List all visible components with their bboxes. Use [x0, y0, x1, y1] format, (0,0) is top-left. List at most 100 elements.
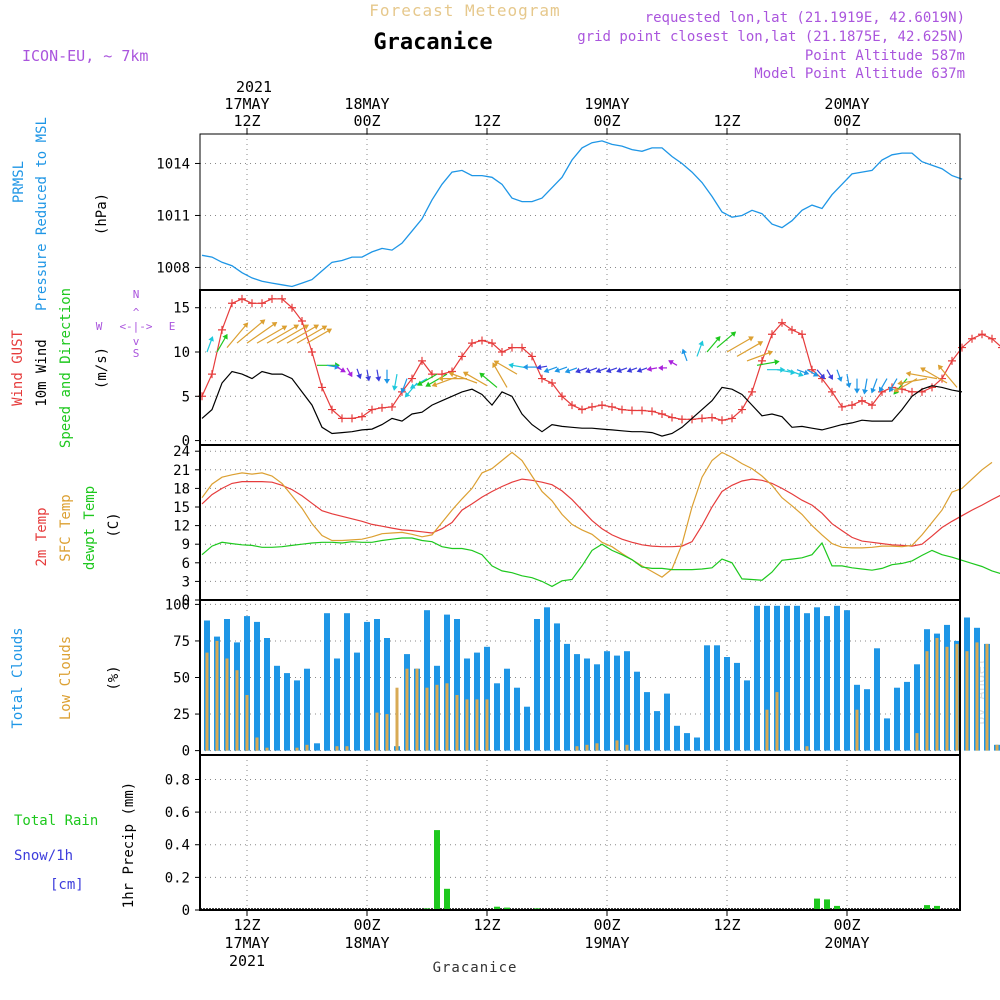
low-cloud-bar [205, 652, 209, 751]
total-cloud-bar [324, 613, 330, 751]
gust-marker [658, 410, 666, 418]
gust-marker [408, 374, 416, 383]
low-cloud-bar [955, 643, 959, 751]
total-cloud-bar [534, 619, 540, 751]
gust-marker [548, 379, 556, 387]
low-cloud-bar [405, 668, 409, 751]
compass-e: E [169, 320, 176, 333]
total-cloud-bar [584, 658, 590, 751]
low-cloud-bar [975, 642, 979, 751]
wind-arrow-head [862, 389, 868, 395]
wind-arrow-head [493, 360, 500, 366]
low-cloud-bar [965, 651, 969, 751]
low-cloud-bar [385, 714, 389, 751]
wind-arrow-head [668, 360, 674, 366]
wind-arrow [306, 328, 332, 344]
compass-rose: N S W E <-|-> ^ v [96, 288, 176, 360]
gust-marker [208, 370, 216, 379]
wind-arrow-head [819, 373, 826, 380]
low-cloud-bar [585, 744, 589, 751]
gust-marker [348, 414, 356, 423]
wind-arrow-head [492, 362, 498, 369]
gust-marker [518, 343, 526, 352]
wind-arrow [246, 322, 277, 344]
y-tick-label: 0 [182, 434, 190, 450]
wind-arrow-head [259, 319, 266, 325]
low-cloud-bar [465, 699, 469, 751]
wind-arrow [226, 322, 249, 348]
gust-marker [268, 294, 276, 303]
wind-arrow-head [605, 367, 612, 374]
y-tick-label: 18 [173, 481, 190, 497]
wind-arrow-head [375, 376, 382, 382]
total-cloud-bar [884, 718, 890, 751]
location-title: Gracanice [373, 30, 492, 55]
wind-arrow [256, 325, 287, 344]
bottom-year-label: 2021 [229, 952, 265, 970]
total-cloud-bar [314, 743, 320, 751]
gust-marker [928, 383, 936, 392]
total-cloud-bar [634, 671, 640, 751]
gust-marker [828, 387, 836, 396]
wind-arrow-head [417, 380, 423, 386]
low-cloud-bar [925, 651, 929, 751]
gust-marker [278, 294, 286, 303]
total-cloud-bar [774, 605, 780, 751]
low-cloud-bar [575, 746, 579, 751]
wind-arrow [276, 324, 309, 344]
total-cloud-bar [684, 733, 690, 751]
gust-marker [788, 325, 796, 334]
wind-10m-label: 10m Wind [34, 339, 50, 406]
axis-layer: 1008101110140510150369121518212402550751… [156, 95, 869, 970]
wind-arrow-head [658, 365, 663, 371]
low-cloud-bar [625, 744, 629, 751]
wind-arrow-head [356, 373, 362, 380]
low-cloud-bar [335, 746, 339, 751]
wind-arrow [463, 371, 488, 387]
gust-marker [908, 387, 916, 396]
wind-arrow-head [730, 331, 737, 337]
gust-marker [318, 383, 326, 392]
top-year: 2021 [236, 78, 272, 96]
wind-arrow-head [595, 367, 602, 374]
gust-marker [798, 330, 806, 339]
gust-marker [588, 402, 596, 411]
precip-bar [444, 888, 450, 910]
gust-marker [328, 405, 336, 414]
wind-arrow [938, 365, 958, 388]
total-cloud-bar [334, 658, 340, 751]
wind-arrow-head [905, 371, 912, 377]
wind-arrow-head [798, 371, 804, 377]
total-cloud-bar [704, 645, 710, 751]
total-cloud-bar [524, 706, 530, 751]
top-date-label: 17MAY [224, 95, 269, 113]
gust-marker [698, 414, 706, 423]
panel-frame [199, 133, 961, 291]
y-tick-label: 1011 [156, 208, 190, 224]
total-cloud-bar [714, 645, 720, 751]
top-time-label: 00Z [593, 112, 620, 130]
wind-arrow-head [543, 367, 550, 373]
wind-arrow-head [365, 375, 372, 382]
low-cloud-bar [255, 737, 259, 751]
low-cloud-bar [455, 695, 459, 751]
wind-arrow-head [757, 341, 764, 347]
y-tick-label: 0 [182, 593, 190, 609]
grid-layer [200, 134, 960, 911]
low-cloud-bar [435, 684, 439, 751]
total-cloud-bar [274, 665, 280, 751]
wind-arrow-head [681, 348, 688, 355]
wind-arrow-head [293, 324, 300, 330]
total-cloud-bar [904, 681, 910, 751]
point-altitude: Point Altitude 587m [805, 48, 965, 64]
low-cloud-bar [225, 658, 229, 751]
precip-bar [434, 830, 440, 910]
wind-arrow [898, 378, 928, 385]
wind-arrow-head [774, 359, 780, 366]
pressure-label-1: PRMSL [11, 161, 27, 203]
total-rain-label: Total Rain [14, 813, 98, 829]
gust-marker [718, 416, 726, 425]
total-cloud-bar [694, 737, 700, 751]
temp-2m-label: 2m Temp [34, 507, 50, 566]
total-cloud-bar [424, 610, 430, 751]
